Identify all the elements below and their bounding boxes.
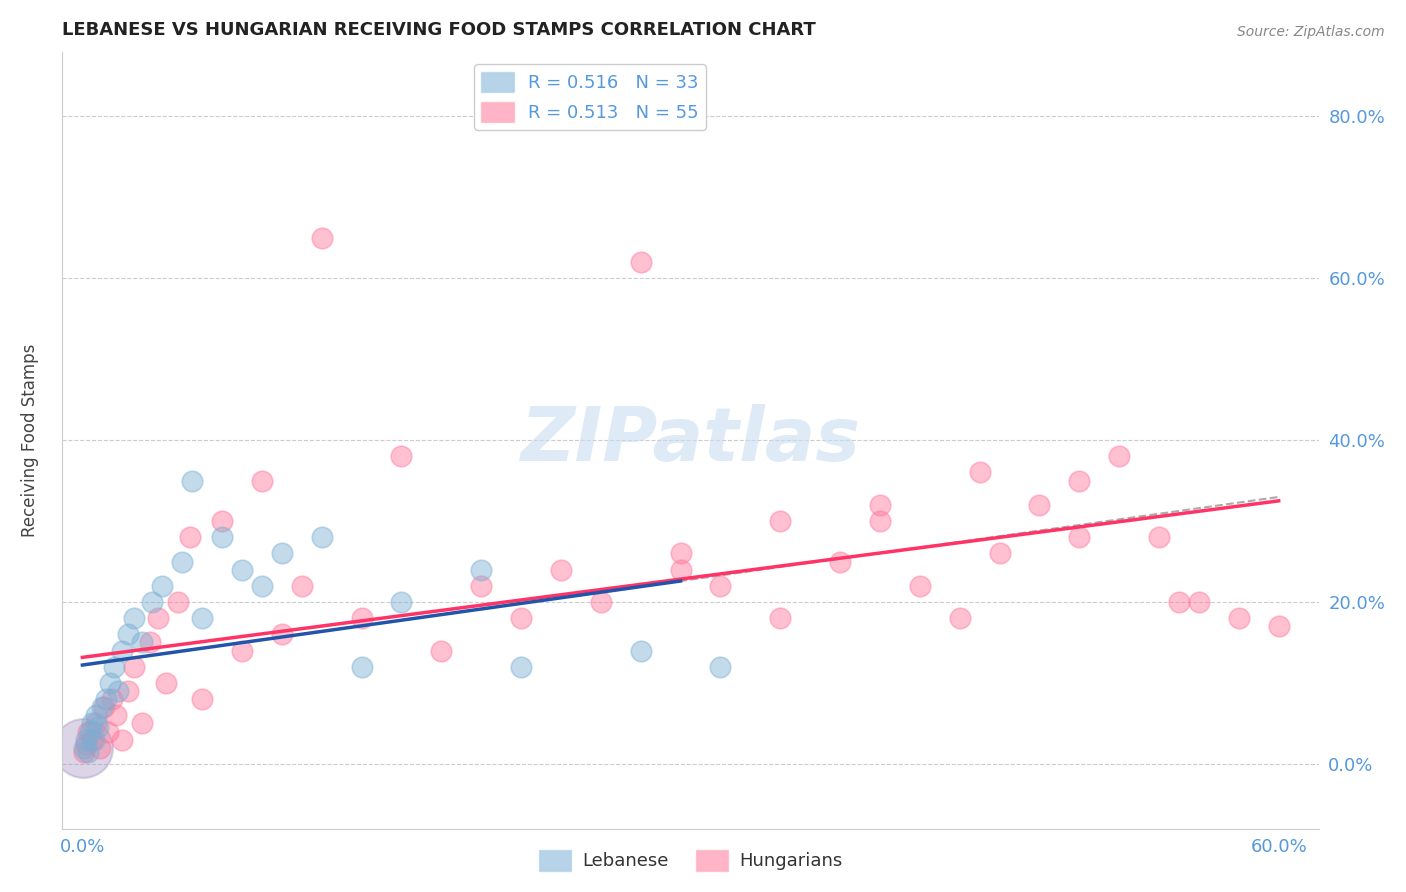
Point bbox=[869, 498, 891, 512]
Point bbox=[72, 740, 94, 755]
Point bbox=[270, 546, 292, 560]
Point bbox=[191, 611, 214, 625]
Point bbox=[510, 611, 533, 625]
Point bbox=[89, 740, 111, 755]
Point bbox=[97, 724, 120, 739]
Point bbox=[111, 732, 134, 747]
Point bbox=[117, 684, 139, 698]
Point bbox=[311, 530, 333, 544]
Point bbox=[1069, 530, 1091, 544]
Point bbox=[828, 555, 851, 569]
Point bbox=[77, 724, 100, 739]
Point bbox=[470, 579, 492, 593]
Point bbox=[131, 716, 153, 731]
Point bbox=[988, 546, 1011, 560]
Point bbox=[350, 611, 373, 625]
Point bbox=[122, 659, 145, 673]
Point bbox=[82, 716, 104, 731]
Point bbox=[170, 555, 193, 569]
Point bbox=[86, 708, 108, 723]
Point bbox=[1227, 611, 1250, 625]
Point bbox=[1108, 450, 1130, 464]
Text: LEBANESE VS HUNGARIAN RECEIVING FOOD STAMPS CORRELATION CHART: LEBANESE VS HUNGARIAN RECEIVING FOOD STA… bbox=[62, 21, 817, 39]
Point bbox=[430, 643, 453, 657]
Point bbox=[87, 721, 110, 735]
Point bbox=[250, 474, 273, 488]
Point bbox=[122, 611, 145, 625]
Point bbox=[250, 579, 273, 593]
Point bbox=[83, 732, 105, 747]
Y-axis label: Receiving Food Stamps: Receiving Food Stamps bbox=[21, 343, 39, 537]
Point bbox=[1069, 474, 1091, 488]
Point bbox=[150, 579, 173, 593]
Point bbox=[291, 579, 314, 593]
Legend: Lebanese, Hungarians: Lebanese, Hungarians bbox=[531, 843, 849, 878]
Point bbox=[82, 732, 104, 747]
Point bbox=[231, 643, 253, 657]
Point bbox=[709, 659, 731, 673]
Point bbox=[167, 595, 190, 609]
Point bbox=[105, 708, 128, 723]
Point bbox=[96, 692, 118, 706]
Point bbox=[1267, 619, 1289, 633]
Point bbox=[510, 659, 533, 673]
Point bbox=[98, 676, 121, 690]
Point bbox=[73, 745, 96, 759]
Point bbox=[79, 724, 101, 739]
Point bbox=[949, 611, 972, 625]
Point bbox=[75, 732, 97, 747]
Point bbox=[139, 635, 162, 649]
Point bbox=[630, 255, 652, 269]
Point bbox=[107, 684, 129, 698]
Point bbox=[769, 514, 792, 528]
Point bbox=[969, 466, 991, 480]
Point bbox=[1168, 595, 1191, 609]
Point bbox=[1147, 530, 1170, 544]
Point bbox=[231, 563, 253, 577]
Point bbox=[389, 450, 412, 464]
Point bbox=[179, 530, 201, 544]
Point bbox=[211, 530, 233, 544]
Point bbox=[181, 474, 204, 488]
Point bbox=[146, 611, 169, 625]
Point bbox=[103, 659, 125, 673]
Point bbox=[669, 546, 692, 560]
Point bbox=[908, 579, 931, 593]
Point bbox=[77, 745, 100, 759]
Point bbox=[270, 627, 292, 641]
Point bbox=[111, 643, 134, 657]
Point bbox=[191, 692, 214, 706]
Point bbox=[470, 563, 492, 577]
Point bbox=[869, 514, 891, 528]
Point bbox=[669, 563, 692, 577]
Point bbox=[86, 716, 108, 731]
Point bbox=[350, 659, 373, 673]
Point bbox=[101, 692, 124, 706]
Text: ZIPatlas: ZIPatlas bbox=[520, 403, 860, 476]
Point bbox=[311, 230, 333, 244]
Point bbox=[75, 737, 97, 751]
Point bbox=[1028, 498, 1050, 512]
Point bbox=[389, 595, 412, 609]
Text: Source: ZipAtlas.com: Source: ZipAtlas.com bbox=[1237, 25, 1385, 39]
Point bbox=[709, 579, 731, 593]
Point bbox=[589, 595, 612, 609]
Point bbox=[93, 700, 115, 714]
Point bbox=[117, 627, 139, 641]
Point bbox=[91, 700, 114, 714]
Point bbox=[131, 635, 153, 649]
Point bbox=[155, 676, 177, 690]
Point bbox=[1188, 595, 1211, 609]
Point bbox=[211, 514, 233, 528]
Point bbox=[769, 611, 792, 625]
Point bbox=[141, 595, 163, 609]
Point bbox=[73, 740, 96, 755]
Point bbox=[630, 643, 652, 657]
Point bbox=[550, 563, 572, 577]
